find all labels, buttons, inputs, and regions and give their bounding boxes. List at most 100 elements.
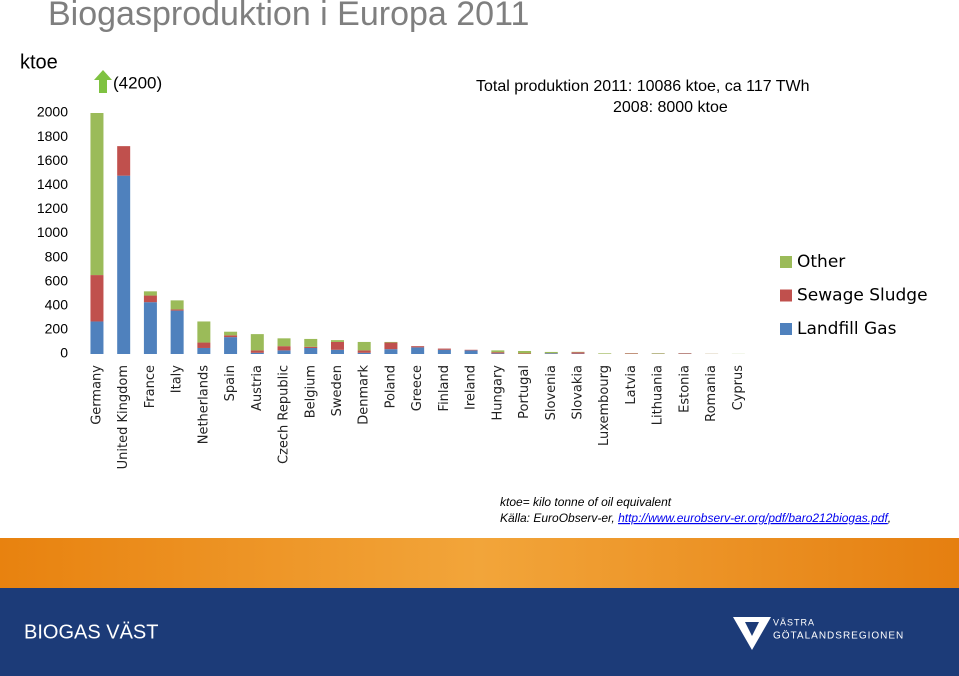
- bar-segment: [491, 350, 505, 353]
- bar-segment: [571, 352, 585, 354]
- bar-segment: [598, 353, 612, 354]
- bar-segment: [277, 346, 291, 351]
- bar-segment: [277, 338, 291, 347]
- y-tick-label: 1200: [37, 200, 68, 216]
- bar-segment: [330, 341, 344, 350]
- legend-swatch: [780, 256, 792, 268]
- bar-segment: [197, 342, 211, 348]
- bar-segment: [357, 341, 371, 351]
- y-tick-label: 1800: [37, 128, 68, 144]
- bar-segment: [384, 341, 398, 343]
- bar-segment: [437, 348, 451, 350]
- x-tick-label: Romania: [704, 365, 719, 422]
- legend-label: Sewage Sludge: [797, 286, 928, 306]
- x-tick-label: Sweden: [330, 365, 345, 416]
- x-tick-label: Luxembourg: [597, 365, 612, 446]
- bar-segment: [224, 331, 238, 336]
- x-tick-label: Finland: [437, 365, 452, 411]
- bar-segment: [624, 353, 638, 354]
- bar-segment: [250, 352, 264, 354]
- x-tick-label: Austria: [250, 365, 265, 411]
- y-tick-label: 1000: [37, 224, 68, 240]
- x-tick-label: Slovakia: [570, 365, 585, 420]
- x-tick-label: Ireland: [464, 365, 479, 410]
- x-tick-label: Spain: [223, 365, 238, 401]
- bar-segment: [277, 350, 291, 354]
- bar-segment: [357, 350, 371, 353]
- x-tick-label: Czech Republic: [277, 365, 292, 464]
- bar-segment: [117, 175, 131, 354]
- x-tick-label: Slovenia: [544, 365, 559, 420]
- y-tick-label: 600: [45, 272, 69, 288]
- legend-swatch: [780, 289, 792, 302]
- x-tick-label: Greece: [410, 365, 425, 411]
- bar-segment: [544, 353, 558, 354]
- bar-segment: [330, 340, 344, 342]
- bar-segment: [304, 346, 318, 348]
- x-tick-label: Estonia: [677, 365, 692, 413]
- bar-segment: [411, 346, 425, 348]
- footer-band: [0, 588, 959, 676]
- legend-label: Other: [797, 252, 845, 272]
- bar-segment: [143, 302, 157, 354]
- brand: BIOGAS VÄST: [24, 621, 158, 643]
- y-tick-label: 2000: [37, 104, 68, 120]
- y-tick-label: 1600: [37, 152, 68, 168]
- y-tick-label: 0: [60, 345, 68, 361]
- bar-segment: [544, 351, 558, 354]
- bar-segment: [90, 321, 104, 354]
- bar-segment: [518, 353, 532, 354]
- source-suffix: ,: [888, 511, 891, 525]
- bar-segment: [224, 337, 238, 354]
- x-tick-label: Latvia: [624, 365, 639, 405]
- decor-banner: [0, 538, 959, 588]
- bar-segment: [678, 353, 692, 354]
- logo-text: GÖTALANDSREGIONEN: [773, 630, 904, 642]
- y-tick-label: 1400: [37, 176, 68, 192]
- x-tick-label: Cyprus: [731, 365, 746, 411]
- source: Källa: EuroObserv-er, http://www.eurobse…: [500, 511, 891, 525]
- bar-segment: [518, 350, 532, 354]
- annotation: (4200): [113, 73, 162, 92]
- bar-segment: [90, 275, 104, 322]
- legend-label: Landfill Gas: [797, 319, 897, 339]
- bar-segment: [491, 352, 505, 354]
- bar-segment: [170, 309, 184, 311]
- bar-segment: [170, 310, 184, 354]
- bar-segment: [437, 349, 451, 354]
- bar-segment: [224, 335, 238, 338]
- bar-segment: [143, 295, 157, 303]
- bar-segment: [250, 350, 264, 353]
- bar-segment: [411, 347, 425, 354]
- bar-segment: [250, 334, 264, 351]
- bar-segment: [384, 342, 398, 350]
- y-tick-label: 200: [45, 321, 69, 337]
- bar-segment: [491, 353, 505, 354]
- bar-segment: [117, 146, 131, 176]
- annotation: 2008: 8000 ktoe: [613, 99, 728, 116]
- chart-title: Biogasproduktion i Europa 2011: [48, 0, 529, 33]
- bar-segment: [330, 349, 344, 354]
- x-tick-label: France: [143, 365, 158, 408]
- bar-segment: [170, 300, 184, 310]
- y-tick-label: 400: [45, 297, 69, 313]
- source-link[interactable]: http://www.eurobserv-er.org/pdf/baro212b…: [618, 511, 889, 525]
- source-prefix: Källa: EuroObserv-er,: [500, 511, 618, 525]
- y-tick-label: 800: [45, 248, 69, 264]
- x-tick-label: Denmark: [357, 365, 372, 425]
- x-tick-label: Belgium: [303, 365, 318, 418]
- bar-segment: [197, 321, 211, 343]
- y-axis-label: ktoe: [20, 51, 58, 73]
- logo-text: VÄSTRA: [773, 617, 815, 627]
- annotation: Total produktion 2011: 10086 ktoe, ca 11…: [476, 78, 810, 95]
- x-tick-label: Portugal: [517, 365, 532, 419]
- bar-segment: [143, 291, 157, 296]
- bar-segment: [90, 113, 104, 276]
- x-tick-label: Netherlands: [196, 365, 211, 444]
- bar-segment: [304, 347, 318, 354]
- bar-segment: [304, 338, 318, 347]
- x-tick-label: Italy: [170, 365, 185, 394]
- bar-segment: [197, 347, 211, 354]
